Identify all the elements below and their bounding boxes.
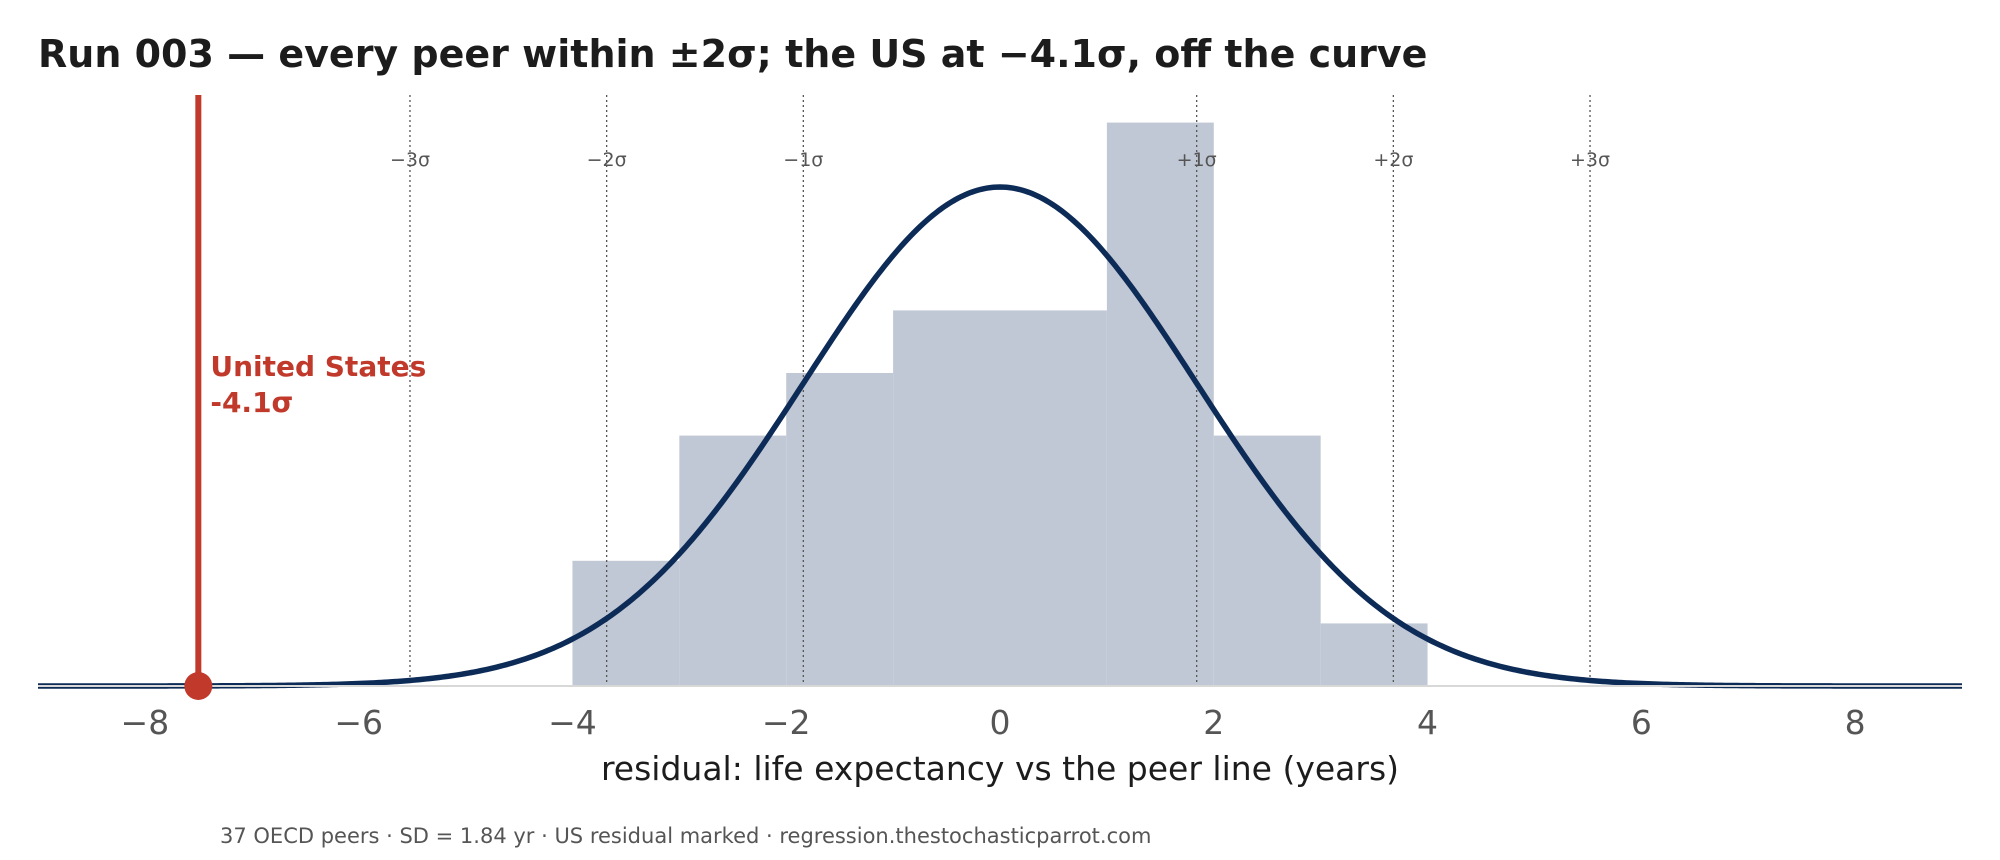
histogram-bar xyxy=(1000,310,1107,686)
x-tick-label: −8 xyxy=(121,703,170,742)
us-marker-dot xyxy=(184,672,213,700)
normal-curve-layer xyxy=(38,184,1962,689)
x-tick-label: 8 xyxy=(1845,703,1866,742)
histogram-bar xyxy=(786,373,894,686)
sigma-label: −3σ xyxy=(390,149,430,171)
chart-caption: 37 OECD peers · SD = 1.84 yr · US residu… xyxy=(220,824,1151,848)
us-highlight: United States-4.1σ xyxy=(184,95,426,700)
x-tick-label: −4 xyxy=(548,703,597,742)
x-tick-label: 0 xyxy=(990,703,1011,742)
chart-title: Run 003 — every peer within ±2σ; the US … xyxy=(38,32,1427,76)
sigma-lines: −3σ −2σ −1σ +1σ +2σ +3σ xyxy=(390,95,1610,686)
x-axis: −8 −6 −4 −2 0 2 4 6 8 xyxy=(38,685,1962,742)
histogram xyxy=(572,122,1428,687)
histogram-bar xyxy=(1320,623,1428,686)
us-label-value: -4.1σ xyxy=(210,386,293,419)
x-tick-label: −6 xyxy=(334,703,383,742)
sigma-label: +2σ xyxy=(1373,149,1413,171)
histogram-bar xyxy=(1213,435,1321,686)
x-tick-label: 4 xyxy=(1417,703,1438,742)
histogram-bar xyxy=(572,560,680,686)
normal-curve xyxy=(38,184,1962,689)
sigma-label: +1σ xyxy=(1177,149,1217,171)
sigma-label: −2σ xyxy=(587,149,627,171)
us-label-name: United States xyxy=(210,350,426,383)
x-tick-label: −2 xyxy=(762,703,811,742)
x-tick-label: 2 xyxy=(1203,703,1224,742)
histogram-bar xyxy=(679,435,787,686)
sigma-label: −1σ xyxy=(783,149,823,171)
x-tick-label: 6 xyxy=(1631,703,1652,742)
histogram-bar xyxy=(1106,122,1214,687)
sigma-label: +3σ xyxy=(1570,149,1610,171)
x-axis-label: residual: life expectancy vs the peer li… xyxy=(601,749,1399,788)
histogram-bar xyxy=(893,310,1000,686)
